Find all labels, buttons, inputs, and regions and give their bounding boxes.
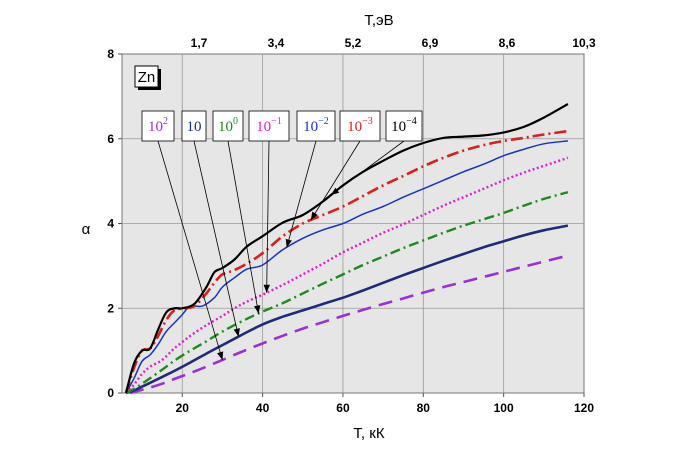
x-tick-label-5: 120 [574, 401, 594, 415]
x-axis-title: T, кК [353, 425, 384, 442]
series-line-0 [129, 255, 565, 395]
legend-label-3: 10−1 [256, 116, 282, 135]
y-tick-label-1: 2 [107, 301, 114, 315]
legend-label-4: 10−2 [303, 116, 329, 135]
y-tick-label-4: 8 [107, 47, 114, 61]
y-axis-title: α [82, 221, 91, 238]
series-line-3 [125, 156, 569, 394]
legend-label-1: 10 [187, 119, 202, 135]
series-line-2 [125, 190, 569, 395]
callout-arrow-2 [254, 305, 261, 314]
series-line-6 [124, 103, 569, 394]
callout-arrow-4 [285, 238, 292, 248]
series-line-1 [125, 224, 569, 395]
callout-line-4 [286, 140, 317, 248]
legend-box-6 [385, 110, 423, 142]
series-line-5 [124, 129, 569, 394]
callout-line-2 [227, 140, 259, 314]
callout-line-0 [157, 140, 223, 361]
element-label-text: Zn [138, 69, 156, 86]
x2-tick-label-3: 6,9 [422, 36, 439, 50]
x-tick-label-0: 20 [176, 401, 190, 415]
callout-arrow-0 [217, 351, 224, 360]
y-tick-label-3: 6 [107, 132, 114, 146]
callout-line-5 [310, 140, 361, 221]
series-group [124, 103, 569, 395]
legend-box-2 [212, 110, 244, 142]
y-tick-label-2: 4 [107, 217, 114, 231]
x2-tick-label-2: 5,2 [345, 36, 362, 50]
legend-box-4 [296, 110, 336, 142]
x-tick-label-4: 100 [494, 401, 514, 415]
legend-label-2: 100 [218, 116, 238, 135]
callout-line-3 [266, 140, 270, 293]
ticks-group: 0 2 4 6 8 20 40 60 80 100 120 1,7 3,4 5,2 6,9 8,6 10,3 [107, 36, 596, 415]
callout-arrow-6 [330, 187, 340, 195]
y-tick-label-0: 0 [107, 386, 114, 400]
x2-tick-label-0: 1,7 [191, 36, 208, 50]
legend-box-5 [339, 110, 381, 142]
x-tick-label-1: 40 [256, 401, 270, 415]
callout-arrow-5 [310, 211, 318, 221]
element-label: Zn [134, 65, 161, 90]
legend-box-0 [141, 110, 175, 142]
legend-label-5: 10−3 [347, 116, 373, 135]
callout-arrow-3 [263, 284, 270, 293]
callout-line-1 [193, 140, 239, 337]
x2-axis-title: T,эВ [364, 12, 393, 29]
callout-line-6 [330, 140, 405, 196]
x2-tick-label-1: 3,4 [268, 36, 285, 50]
legend-label-0: 102 [148, 116, 168, 135]
series-line-4 [125, 140, 568, 394]
x2-tick-label-5: 10,3 [572, 36, 596, 50]
x-tick-label-3: 80 [417, 401, 431, 415]
legend-label-6: 10−4 [391, 116, 417, 135]
legend-callouts: 102 10 100 10−1 10−2 10−3 10−4 [141, 110, 423, 361]
legend-box-3 [248, 110, 290, 142]
x2-tick-label-4: 8,6 [499, 36, 516, 50]
legend-box-1 [181, 110, 207, 142]
x-tick-label-2: 60 [336, 401, 350, 415]
callout-arrow-1 [233, 328, 240, 337]
